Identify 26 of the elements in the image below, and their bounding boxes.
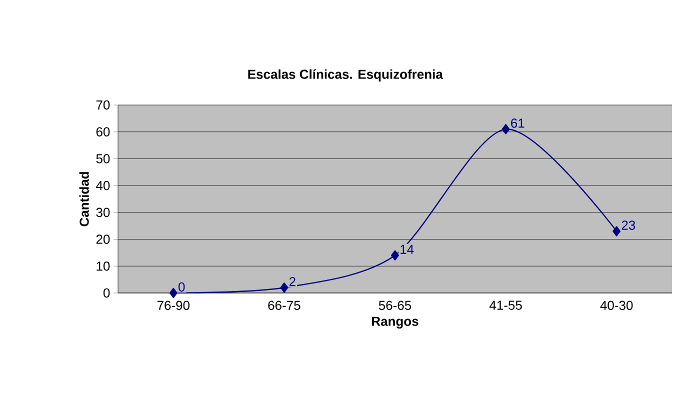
x-tick-label: 40-30: [600, 300, 633, 310]
y-tick-label: 30: [96, 208, 110, 218]
y-tick-label: 10: [96, 262, 110, 271]
y-tick-label: 50: [96, 154, 110, 164]
x-tick-label: 76-90: [157, 300, 190, 310]
x-tick-label: 56-65: [378, 300, 412, 310]
y-tick-label: 0: [103, 288, 110, 298]
point: [502, 124, 510, 134]
data-label: 23: [622, 220, 636, 230]
chart-title: Escalas Clínicas. Esquizofrenia: [248, 69, 443, 82]
data-label: 14: [400, 244, 414, 254]
x-tick-label: 41-55: [489, 300, 522, 310]
y-tick-label: 60: [96, 127, 110, 136]
y-tick-label: 70: [96, 100, 110, 110]
point: [169, 288, 178, 298]
point: [391, 250, 399, 260]
x-tick-label: 66-75: [268, 300, 300, 310]
point: [280, 282, 288, 293]
y-tick-label: 20: [96, 234, 110, 244]
x-axis-title: Rangos: [372, 316, 418, 329]
data-label: 61: [511, 118, 524, 128]
data-label: 2: [289, 277, 296, 286]
y-axis-title: Cantidad: [79, 172, 89, 226]
point: [612, 226, 621, 236]
data-label: 0: [178, 282, 185, 292]
y-tick-label: 40: [96, 180, 110, 190]
